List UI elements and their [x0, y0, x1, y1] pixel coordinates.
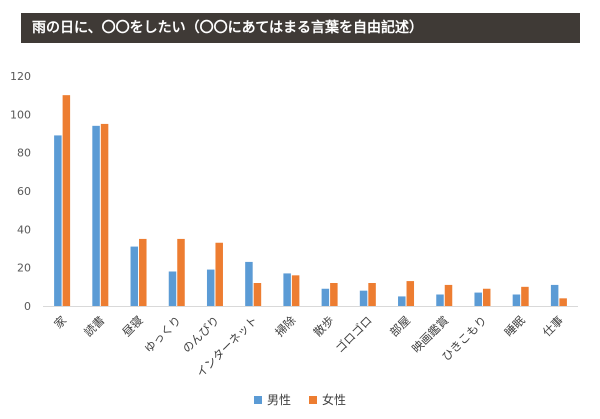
- y-tick-label: 120: [10, 70, 31, 83]
- legend-label: 男性: [266, 393, 291, 407]
- bar-female: [559, 298, 567, 306]
- bar-female: [482, 288, 491, 306]
- x-tick-label: ゆっくり: [141, 313, 183, 355]
- x-tick-label: 部屋: [387, 313, 413, 339]
- y-tick-label: 40: [17, 223, 31, 236]
- x-tick-label: 家: [51, 313, 69, 331]
- bar-male: [130, 246, 139, 306]
- bar-female: [291, 275, 300, 306]
- bar-female: [368, 283, 376, 306]
- bar-female: [406, 281, 415, 306]
- y-tick-label: 20: [17, 262, 31, 275]
- bar-male: [92, 125, 100, 306]
- bar-male: [512, 294, 521, 306]
- x-tick-label: ゴロゴロ: [333, 313, 375, 355]
- bar-male: [436, 294, 444, 306]
- bar-female: [253, 283, 262, 306]
- y-tick-label: 0: [24, 300, 31, 313]
- legend-item-male: 男性: [253, 391, 291, 408]
- bar-female: [215, 242, 223, 306]
- legend-swatch: [309, 395, 317, 404]
- x-tick-label: 仕事: [540, 313, 566, 339]
- chart-legend: 男性 女性: [0, 391, 600, 408]
- bar-female: [330, 283, 338, 306]
- bar-female: [139, 238, 147, 306]
- bar-male: [474, 292, 482, 306]
- chart-title-bar: 雨の日に、〇〇をしたい（〇〇にあてはまる言葉を自由記述）: [21, 13, 580, 43]
- bar-female: [521, 286, 529, 306]
- y-tick-label: 100: [10, 108, 31, 121]
- bar-male: [206, 269, 215, 306]
- x-tick-label: 睡眠: [502, 313, 529, 340]
- x-tick-label: 散歩: [311, 313, 337, 339]
- legend-swatch: [253, 395, 262, 404]
- bar-male: [283, 273, 291, 306]
- x-tick-label: 昼寝: [119, 313, 145, 339]
- x-tick-label: 読書: [81, 313, 107, 339]
- bar-male: [168, 271, 177, 306]
- bar-female: [177, 238, 185, 306]
- bar-female: [100, 123, 109, 307]
- bar-male: [245, 261, 253, 306]
- bar-male: [398, 296, 406, 306]
- bar-male: [321, 288, 330, 306]
- x-tick-label: 掃除: [272, 313, 299, 340]
- bar-male: [54, 135, 62, 306]
- bar-female: [62, 95, 71, 307]
- bar-male: [359, 290, 368, 306]
- chart-title: 雨の日に、〇〇をしたい（〇〇にあてはまる言葉を自由記述）: [32, 20, 424, 36]
- y-tick-label: 60: [17, 185, 31, 198]
- legend-label: 女性: [322, 393, 347, 407]
- legend-item-female: 女性: [309, 391, 346, 408]
- bar-male: [550, 284, 559, 306]
- bar-female: [444, 284, 453, 306]
- y-tick-label: 80: [17, 147, 31, 160]
